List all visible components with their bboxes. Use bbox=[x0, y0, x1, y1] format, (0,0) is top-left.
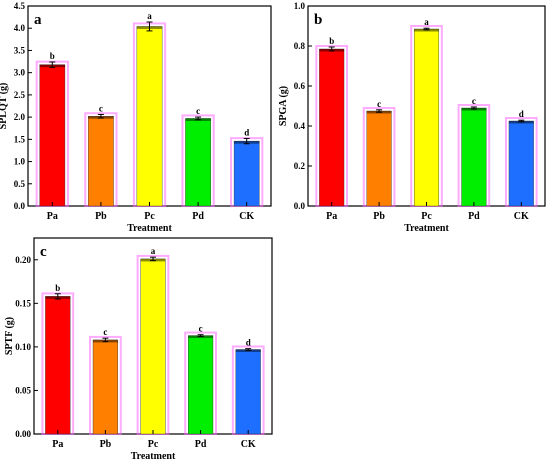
y-tick-label: 0.5 bbox=[14, 179, 26, 189]
significance-letter: a bbox=[147, 11, 152, 21]
y-tick-label: 0.20 bbox=[15, 255, 31, 265]
y-tick-label: 0.2 bbox=[294, 161, 306, 171]
significance-letter: c bbox=[377, 99, 381, 109]
y-tick-label: 0.6 bbox=[294, 81, 306, 91]
x-axis-label: Treatment bbox=[127, 223, 172, 234]
y-tick-label: 4.0 bbox=[14, 23, 26, 33]
y-tick-label: 0.10 bbox=[15, 342, 31, 352]
x-tick-label: Pb bbox=[100, 439, 112, 450]
x-tick-label: Pa bbox=[326, 211, 337, 222]
significance-letter: a bbox=[151, 246, 156, 256]
significance-letter: d bbox=[246, 338, 251, 348]
bar bbox=[136, 26, 163, 207]
bar bbox=[235, 349, 261, 435]
panel-letter: c bbox=[40, 244, 47, 260]
y-tick-label: 4.5 bbox=[14, 1, 26, 11]
panel-letter: b bbox=[314, 12, 322, 28]
x-tick-label: CK bbox=[239, 211, 254, 222]
bar bbox=[233, 140, 260, 207]
x-tick-label: Pc bbox=[148, 439, 159, 450]
significance-letter: c bbox=[199, 324, 203, 334]
y-tick-label: 1.0 bbox=[14, 157, 26, 167]
significance-letter: c bbox=[196, 106, 200, 116]
x-tick-label: Pb bbox=[95, 211, 107, 222]
y-axis-label: SPTF (g) bbox=[4, 317, 15, 355]
x-tick-label: CK bbox=[241, 439, 256, 450]
significance-letter: b bbox=[50, 51, 55, 61]
bar bbox=[92, 339, 118, 435]
x-tick-label: Pd bbox=[192, 211, 204, 222]
x-tick-label: Pb bbox=[373, 211, 385, 222]
chart-panel-c: 0.00 0.05 0.10 0.15 0.20 b Pa c Pb a Pc c Pd d CK Treat… bbox=[4, 237, 273, 462]
bar bbox=[39, 64, 66, 207]
bar bbox=[140, 258, 166, 435]
x-axis-label: Treatment bbox=[131, 451, 176, 462]
y-tick-label: 1.0 bbox=[294, 1, 306, 11]
chart-panel-b: 0.0 0.2 0.4 0.6 0.8 1.0 b Pa c Pb a Pc c Pd d CK Treatme… bbox=[278, 1, 546, 234]
significance-letter: d bbox=[244, 127, 249, 137]
bar bbox=[188, 335, 214, 435]
y-tick-label: 0.00 bbox=[15, 429, 31, 439]
significance-letter: c bbox=[103, 327, 107, 337]
bar bbox=[413, 28, 440, 207]
x-tick-label: Pa bbox=[47, 211, 58, 222]
significance-letter: b bbox=[329, 36, 334, 46]
y-tick-label: 0.8 bbox=[294, 41, 306, 51]
x-tick-label: Pc bbox=[421, 211, 432, 222]
bar bbox=[508, 120, 534, 207]
significance-letter: c bbox=[99, 103, 103, 113]
y-axis-label: SPGA (g) bbox=[278, 86, 289, 126]
y-tick-label: 0.4 bbox=[294, 121, 306, 131]
significance-letter: c bbox=[472, 96, 476, 106]
x-axis-label: Treatment bbox=[404, 223, 449, 234]
y-axis-label: SPLQT (g) bbox=[0, 83, 9, 130]
x-tick-label: Pd bbox=[195, 439, 207, 450]
bar bbox=[185, 118, 211, 207]
bar bbox=[366, 110, 392, 207]
x-tick-label: Pa bbox=[52, 439, 63, 450]
y-tick-label: 2.5 bbox=[14, 90, 26, 100]
y-tick-label: 0.0 bbox=[14, 201, 26, 211]
bar bbox=[319, 48, 345, 207]
bar bbox=[45, 296, 71, 435]
y-tick-label: 3.0 bbox=[14, 68, 26, 78]
x-tick-label: CK bbox=[514, 211, 529, 222]
bar bbox=[461, 107, 487, 207]
y-tick-label: 0.15 bbox=[15, 298, 31, 308]
y-tick-label: 0.05 bbox=[15, 385, 31, 395]
y-tick-label: 3.5 bbox=[14, 45, 26, 55]
chart-panel-a: 0.0 0.5 1.0 1.5 2.0 2.5 3.0 3.5 4.0 4.5 b Pa c Pb a Pc c… bbox=[0, 1, 272, 234]
x-tick-label: Pc bbox=[144, 211, 155, 222]
y-tick-label: 1.5 bbox=[14, 134, 26, 144]
significance-letter: d bbox=[519, 109, 524, 119]
significance-letter: b bbox=[55, 283, 60, 293]
significance-letter: a bbox=[424, 17, 429, 27]
x-tick-label: Pd bbox=[468, 211, 480, 222]
bar bbox=[88, 116, 114, 207]
panel-letter: a bbox=[34, 12, 42, 28]
y-tick-label: 2.0 bbox=[14, 112, 26, 122]
y-tick-label: 0.0 bbox=[294, 201, 306, 211]
